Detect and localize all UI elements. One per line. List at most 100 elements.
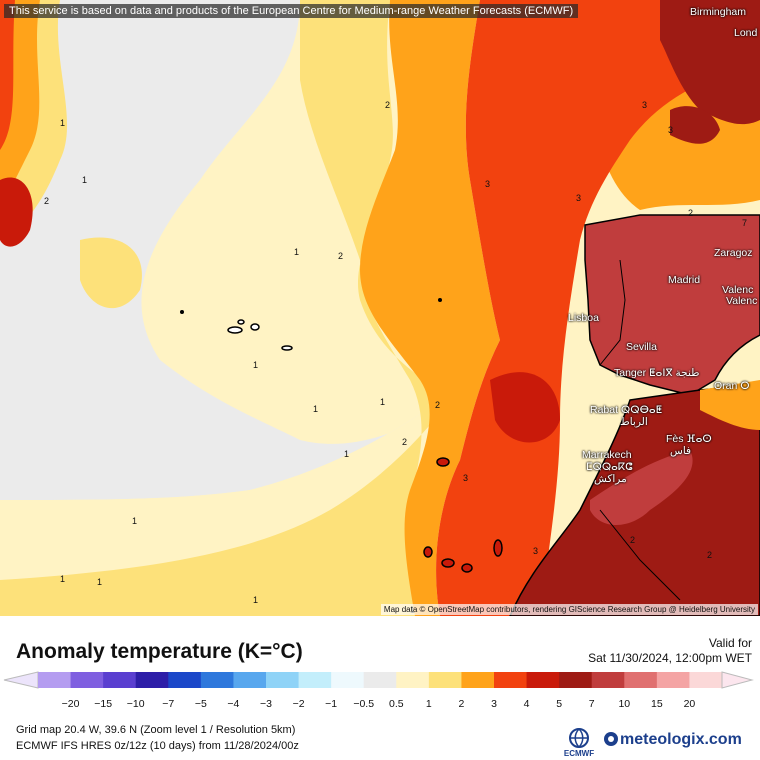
contour-label: 2 bbox=[385, 100, 391, 110]
scale-swatch bbox=[656, 672, 690, 688]
contour-label: 3 bbox=[668, 125, 674, 135]
scale-tick-label: −20 bbox=[61, 698, 80, 710]
contour-label: 2 bbox=[630, 535, 636, 545]
contour-label: 1 bbox=[294, 247, 300, 257]
scale-tick-label: 5 bbox=[556, 698, 563, 710]
contour-label: 3 bbox=[576, 193, 582, 203]
scale-swatch bbox=[494, 672, 528, 688]
scale-swatch bbox=[591, 672, 625, 688]
scale-tick-label: −15 bbox=[94, 698, 113, 710]
scale-swatch bbox=[624, 672, 658, 688]
city-label: Birmingham bbox=[690, 6, 747, 18]
scale-swatch bbox=[526, 672, 560, 688]
scale-swatch bbox=[70, 672, 104, 688]
meteologix-icon bbox=[604, 732, 618, 746]
map-attribution: Map data © OpenStreetMap contributors, r… bbox=[380, 604, 758, 615]
scale-swatch bbox=[298, 672, 332, 688]
scale-arrow-max bbox=[721, 671, 754, 689]
city-label: Rabat ⵕⵕⴱⴰⵟ bbox=[590, 404, 663, 416]
city-label: Zaragoz bbox=[714, 247, 753, 259]
contour-label: 3 bbox=[642, 100, 648, 110]
ecmwf-globe-icon bbox=[569, 728, 589, 748]
scale-swatch bbox=[461, 672, 495, 688]
scale-swatch bbox=[233, 672, 267, 688]
contour-label: 2 bbox=[688, 208, 694, 218]
scale-arrow-min bbox=[3, 671, 39, 689]
scale-tick-label: 20 bbox=[683, 698, 696, 710]
contour-label: 1 bbox=[60, 574, 66, 584]
scale-tick-label: −5 bbox=[194, 698, 207, 710]
contour-label: 1 bbox=[344, 449, 350, 459]
contour-label: 2 bbox=[435, 400, 441, 410]
contour-label: 7 bbox=[742, 218, 748, 228]
city-label: Lisboa bbox=[568, 312, 599, 324]
contour-label: 1 bbox=[132, 516, 138, 526]
city-label: Marrakech bbox=[582, 449, 632, 461]
scale-swatch bbox=[103, 672, 137, 688]
meteologix-logo[interactable]: meteologix.com bbox=[604, 731, 742, 749]
legend-title: Anomaly temperature (K=°C) bbox=[16, 640, 303, 663]
scale-swatch bbox=[200, 672, 234, 688]
scale-tick-label: 2 bbox=[458, 698, 465, 710]
scale-tick-label: 15 bbox=[651, 698, 663, 710]
model-info: ECMWF IFS HRES 0z/12z (10 days) from 11/… bbox=[16, 740, 299, 752]
scale-swatch bbox=[428, 672, 462, 688]
contour-label: 1 bbox=[253, 595, 259, 605]
city-label: Sevilla bbox=[626, 341, 657, 353]
contour-label: 3 bbox=[463, 473, 469, 483]
scale-tick-label: −4 bbox=[227, 698, 240, 710]
scale-swatch bbox=[135, 672, 169, 688]
valid-time: Sat 11/30/2024, 12:00pm WET bbox=[588, 651, 752, 665]
scale-swatch bbox=[38, 672, 72, 688]
contour-label: 3 bbox=[533, 546, 539, 556]
contour-label: 1 bbox=[313, 404, 319, 414]
ecmwf-logo: ECMWF bbox=[556, 728, 602, 758]
color-scale-bar bbox=[3, 671, 754, 689]
scale-swatch bbox=[331, 672, 365, 688]
scale-tick-label: −1 bbox=[325, 698, 338, 710]
city-label: الرباط bbox=[620, 416, 648, 428]
map-area[interactable]: This service is based on data and produc… bbox=[0, 0, 760, 616]
contour-label: 1 bbox=[253, 360, 259, 370]
city-label: فاس bbox=[670, 445, 692, 457]
grid-info: Grid map 20.4 W, 39.6 N (Zoom level 1 / … bbox=[16, 724, 296, 736]
scale-tick-label: −0.5 bbox=[353, 698, 375, 710]
contour-label: 3 bbox=[485, 179, 491, 189]
scale-tick-label: −10 bbox=[126, 698, 145, 710]
scale-swatch bbox=[168, 672, 202, 688]
scale-tick-label: 1 bbox=[425, 698, 432, 710]
ecmwf-label: ECMWF bbox=[563, 749, 595, 758]
scale-swatch bbox=[559, 672, 593, 688]
contour-label: 1 bbox=[97, 577, 103, 587]
city-label: Valenc bbox=[726, 295, 758, 307]
city-label: Fès ⴼⴰⵙ bbox=[666, 433, 712, 445]
valid-for-label: Valid for bbox=[708, 636, 752, 650]
scale-tick-label: −7 bbox=[162, 698, 175, 710]
scale-tick-label: 3 bbox=[491, 698, 497, 710]
contour-label: 1 bbox=[380, 397, 386, 407]
scale-tick-label: −3 bbox=[260, 698, 272, 710]
contour-label: 2 bbox=[707, 550, 713, 560]
contour-label: 1 bbox=[60, 118, 66, 128]
scale-swatch bbox=[266, 672, 300, 688]
contour-label: 1 bbox=[82, 175, 88, 185]
scale-tick-label: 10 bbox=[618, 698, 631, 710]
city-label: Lond bbox=[734, 27, 758, 39]
city-label: ⵎⵕⵕⴰⴽⵛ bbox=[586, 461, 633, 473]
scale-swatch bbox=[363, 672, 397, 688]
scale-tick-label: 7 bbox=[588, 698, 595, 710]
ecmwf-credit-banner: This service is based on data and produc… bbox=[4, 4, 579, 18]
city-label: Oran ⵔ bbox=[714, 380, 750, 392]
city-label: Madrid bbox=[668, 274, 701, 286]
scale-tick-label: 4 bbox=[523, 698, 530, 710]
contour-label: 2 bbox=[338, 251, 344, 261]
meteologix-name: meteologix.com bbox=[620, 731, 742, 748]
scale-swatch bbox=[396, 672, 430, 688]
contour-label: 2 bbox=[44, 196, 50, 206]
scale-tick-label: 0.5 bbox=[388, 698, 404, 710]
contour-label: 2 bbox=[402, 437, 408, 447]
scale-tick-label: −2 bbox=[292, 698, 305, 710]
temperature-anomaly-field bbox=[0, 0, 760, 616]
city-label: Valenc bbox=[722, 284, 754, 296]
city-label: Tanger ⵟⴰⵏⴳ طنجة bbox=[614, 367, 700, 379]
